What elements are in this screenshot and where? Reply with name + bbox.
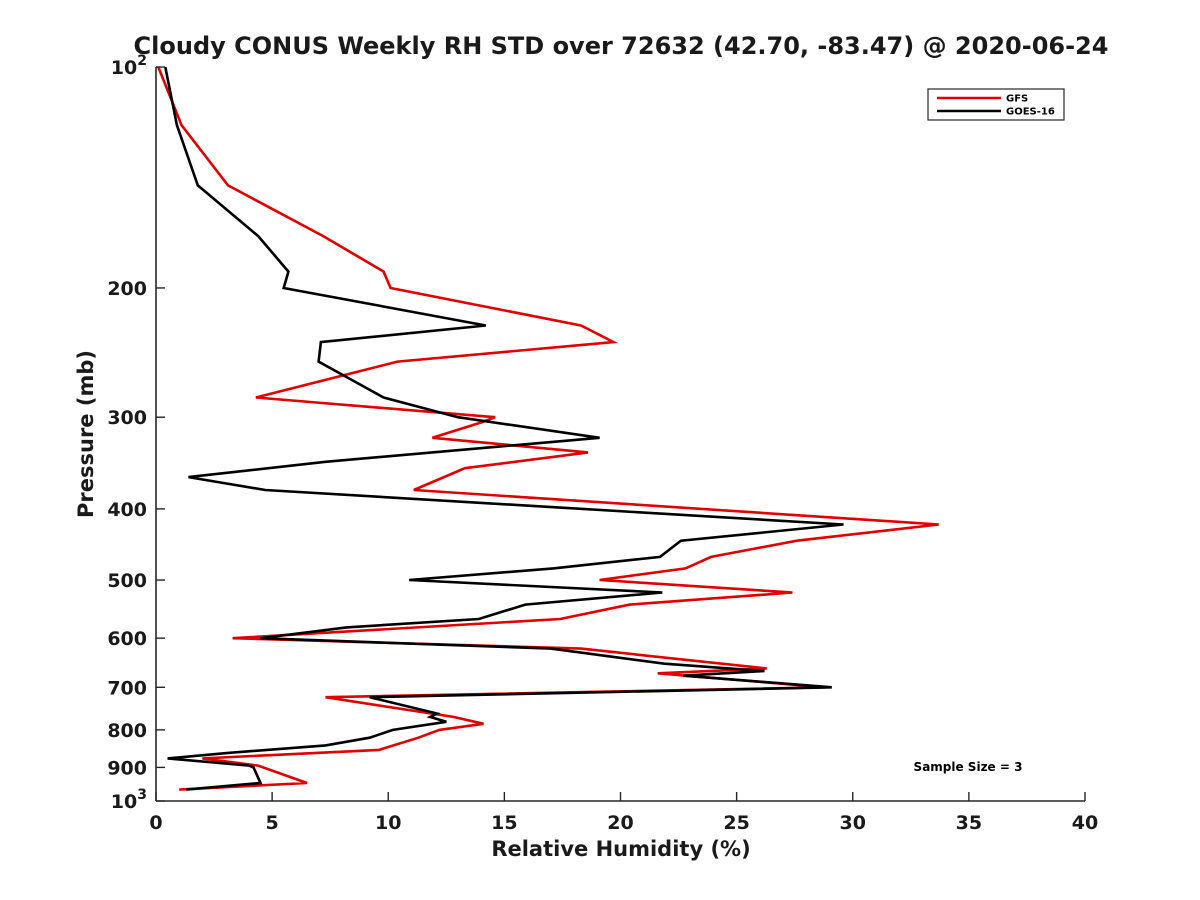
y-tick-label: 500 — [107, 570, 147, 592]
y-tick-label: 700 — [107, 677, 147, 699]
y-tick-label: 200 — [107, 278, 147, 300]
series-line-gfs — [157, 66, 939, 791]
x-tick-label: 5 — [266, 812, 279, 834]
sample-size-annotation: Sample Size = 3 — [914, 760, 1023, 774]
x-tick-label: 20 — [607, 812, 633, 834]
y-tick-label: 102 — [111, 53, 147, 79]
y-ticks: 102 200 300 400 500 600 700 800 900 103 — [107, 53, 165, 813]
legend-label-goes16: GOES-16 — [1006, 107, 1055, 118]
x-tick-label: 0 — [149, 812, 162, 834]
x-tick-label: 10 — [375, 812, 401, 834]
chart-title: Cloudy CONUS Weekly RH STD over 72632 (4… — [134, 32, 1109, 60]
series-layer — [157, 66, 939, 791]
x-axis-label: Relative Humidity (%) — [491, 837, 750, 861]
x-tick-label: 35 — [956, 812, 982, 834]
x-tick-label: 40 — [1072, 812, 1098, 834]
legend-label-gfs: GFS — [1006, 94, 1028, 105]
y-tick-label: 800 — [107, 720, 147, 742]
y-tick-label: 300 — [107, 407, 147, 429]
y-tick-label: 900 — [107, 757, 147, 779]
plot-area — [156, 67, 1085, 801]
y-axis-label: Pressure (mb) — [74, 350, 98, 518]
y-tick-label: 103 — [111, 787, 147, 813]
x-tick-label: 15 — [491, 812, 517, 834]
legend-box — [927, 88, 1065, 121]
legend: GFS GOES-16 — [927, 88, 1065, 121]
y-tick-label: 400 — [107, 499, 147, 521]
series-line-goes16 — [164, 66, 844, 791]
x-ticks: 0 5 10 15 20 25 30 35 40 — [149, 792, 1098, 834]
y-tick-label: 600 — [107, 628, 147, 650]
x-tick-label: 25 — [723, 812, 749, 834]
x-tick-label: 30 — [840, 812, 866, 834]
